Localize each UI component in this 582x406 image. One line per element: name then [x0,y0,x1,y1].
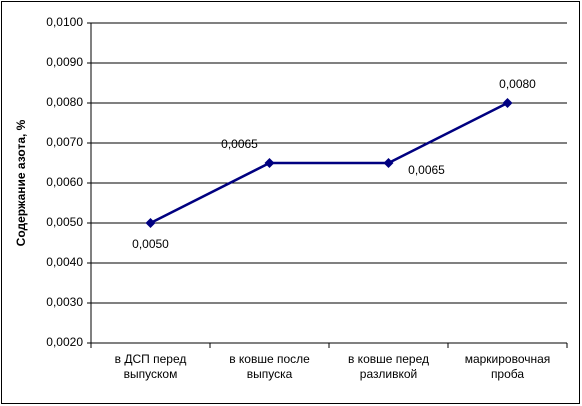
data-label: 0,0050 [132,237,169,251]
y-tick-label: 0,0040 [46,255,83,269]
y-axis-title: Содержание азота, % [14,119,28,246]
data-label: 0,0065 [408,163,445,177]
x-tick-label: в ковше перед разливкой [347,352,430,381]
line [149,101,509,225]
x-tick-label: маркировочная проба [464,352,551,381]
y-tick-label: 0,0070 [46,135,83,149]
x-tick-label: в ДСП перед выпуском [114,352,187,381]
marker [383,158,394,168]
x-tick-label: в ковше после выпуска [229,352,310,381]
y-tick-label: 0,0080 [46,95,83,109]
y-tick-label: 0,0030 [46,295,83,309]
y-tick-label: 0,0050 [46,215,83,229]
y-tick-label: 0,0100 [46,15,83,29]
y-tick-label: 0,0020 [46,335,83,349]
marker [264,158,275,168]
y-tick-label: 0,0090 [46,55,83,69]
marker [145,218,156,228]
marker [502,98,513,108]
data-label: 0,0080 [499,77,536,91]
data-label: 0,0065 [221,137,258,151]
y-tick-label: 0,0060 [46,175,83,189]
